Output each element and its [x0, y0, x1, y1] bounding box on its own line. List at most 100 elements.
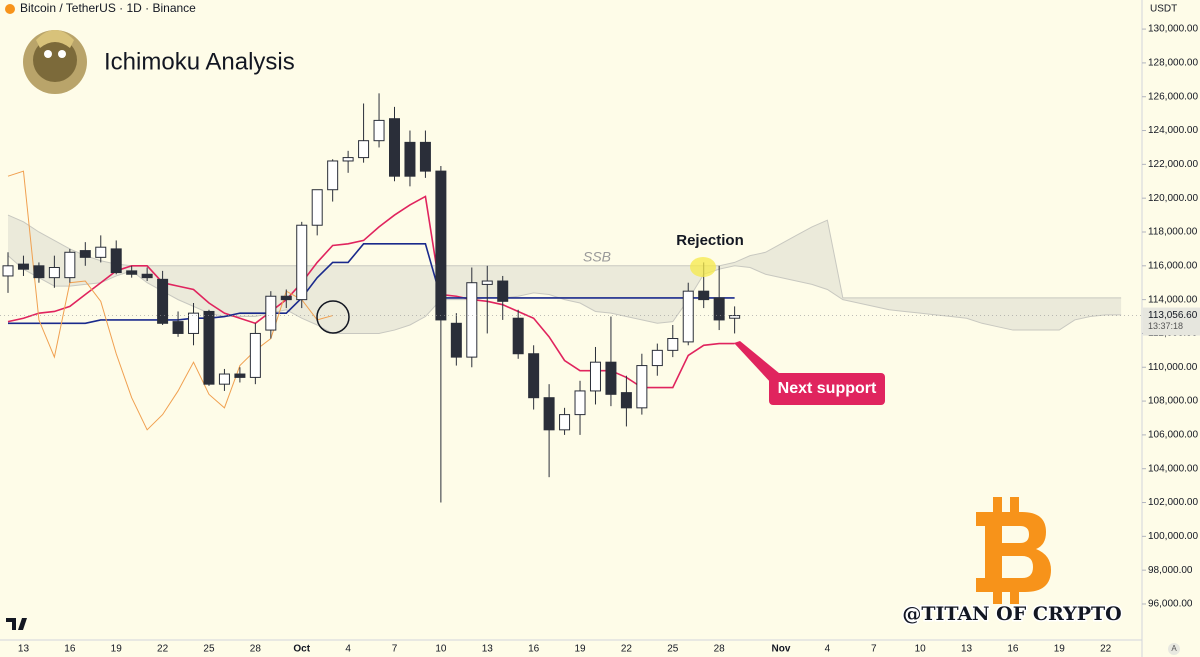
candle-body [280, 295, 292, 301]
x-tick-label: 28 [250, 644, 262, 655]
candle-body [698, 290, 710, 301]
candle-body [729, 315, 741, 319]
bitcoin-logo [976, 497, 1051, 604]
candle-body [481, 280, 493, 285]
x-tick-label: 25 [667, 644, 679, 655]
last-price-box [1143, 307, 1200, 336]
x-tick-label: 10 [435, 644, 447, 655]
candle-body [651, 349, 663, 367]
candle-body [435, 170, 447, 321]
candle-body [620, 392, 632, 409]
rejection-highlight [690, 257, 716, 277]
candle-body [234, 373, 246, 378]
candle-body [404, 141, 416, 177]
x-tick-label: 25 [203, 644, 215, 655]
candle-body [265, 295, 277, 331]
last-price: 113,056.60 [1148, 310, 1198, 321]
candle-body [126, 270, 138, 275]
x-tick-label: 13 [961, 644, 973, 655]
y-tick-label: 96,000.00 [1148, 599, 1193, 610]
x-tick-label: 22 [157, 644, 169, 655]
auto-label[interactable]: A [1171, 644, 1177, 653]
candle-body [311, 189, 323, 226]
candle-body [64, 251, 76, 279]
candle-body [450, 322, 462, 358]
symbol-header: Bitcoin / TetherUS · 1D · Binance [20, 1, 196, 15]
y-tick-label: 126,000.00 [1148, 91, 1198, 102]
currency: USDT [1150, 4, 1177, 15]
candle-body [605, 361, 617, 395]
cloud-edge [7, 214, 1122, 299]
candle-body [636, 365, 648, 409]
candle-body [188, 312, 200, 334]
x-tick-label: Oct [293, 644, 310, 655]
watermark: @TITAN OF CRYPTO [902, 603, 1121, 625]
candle-body [48, 266, 60, 279]
auto-button[interactable] [1168, 643, 1180, 655]
y-tick-label: 100,000.00 [1148, 531, 1198, 542]
candle-body [358, 140, 370, 159]
candle-body [79, 250, 91, 258]
x-tick-label: 7 [392, 644, 398, 655]
title: Ichimoku Analysis [104, 48, 295, 75]
candle-body [667, 338, 679, 351]
candle-body [559, 414, 571, 431]
y-tick-label: 122,000.00 [1148, 159, 1198, 170]
y-tick-label: 118,000.00 [1148, 227, 1198, 238]
candle-body [589, 361, 601, 392]
indicator-line [7, 170, 333, 431]
candle-body [497, 280, 509, 302]
support-box [769, 373, 885, 405]
candle-body [682, 290, 694, 343]
candle-body [419, 141, 431, 172]
candle-body [203, 310, 215, 385]
candle-body [157, 278, 169, 324]
x-tick-label: 16 [64, 644, 76, 655]
x-tick-label: 19 [1054, 644, 1066, 655]
candle-body [389, 118, 400, 177]
x-tick-label: 13 [482, 644, 494, 655]
x-tick-label: 13 [18, 644, 30, 655]
candle-body [342, 157, 354, 162]
candle-body [713, 297, 725, 321]
y-tick-label: 98,000.00 [1148, 565, 1193, 576]
candle-body [543, 397, 555, 431]
candle-body [512, 317, 524, 355]
candle-body [141, 273, 153, 279]
x-tick-label: 19 [111, 644, 123, 655]
avatar [23, 30, 87, 94]
candle-body [249, 332, 261, 378]
x-tick-label: 10 [915, 644, 927, 655]
candle-body [33, 265, 45, 279]
y-tick-label: 108,000.00 [1148, 396, 1198, 407]
candle-body [373, 119, 385, 142]
y-tick-label: 130,000.00 [1148, 24, 1198, 35]
y-tick-label: 104,000.00 [1148, 463, 1198, 474]
x-tick-label: 4 [825, 644, 831, 655]
candle-body [95, 246, 107, 258]
candle-body [528, 353, 540, 399]
plot-area [0, 93, 1142, 503]
candle-body [2, 265, 14, 277]
countdown: 13:37:18 [1148, 321, 1183, 331]
y-tick-label: 102,000.00 [1148, 497, 1198, 508]
x-tick-label: 22 [1100, 644, 1112, 655]
tv-logo [6, 618, 27, 630]
cross-circle [316, 300, 350, 334]
candle-body [218, 373, 230, 385]
x-tick-label: 16 [1007, 644, 1019, 655]
y-tick-label: 128,000.00 [1148, 58, 1198, 69]
x-tick-label: 19 [574, 644, 586, 655]
x-tick-label: 16 [528, 644, 540, 655]
x-tick-label: Nov [772, 644, 791, 655]
y-tick-label: 124,000.00 [1148, 125, 1198, 136]
ssb-label: SSB [583, 249, 611, 265]
y-tick-label: 116,000.00 [1148, 260, 1198, 271]
y-tick-label: 110,000.00 [1148, 362, 1198, 373]
candle-body [466, 282, 478, 358]
y-tick-label: 120,000.00 [1148, 193, 1198, 204]
x-tick-label: 4 [345, 644, 351, 655]
candle-body [17, 263, 29, 270]
y-tick-label: 106,000.00 [1148, 430, 1198, 441]
